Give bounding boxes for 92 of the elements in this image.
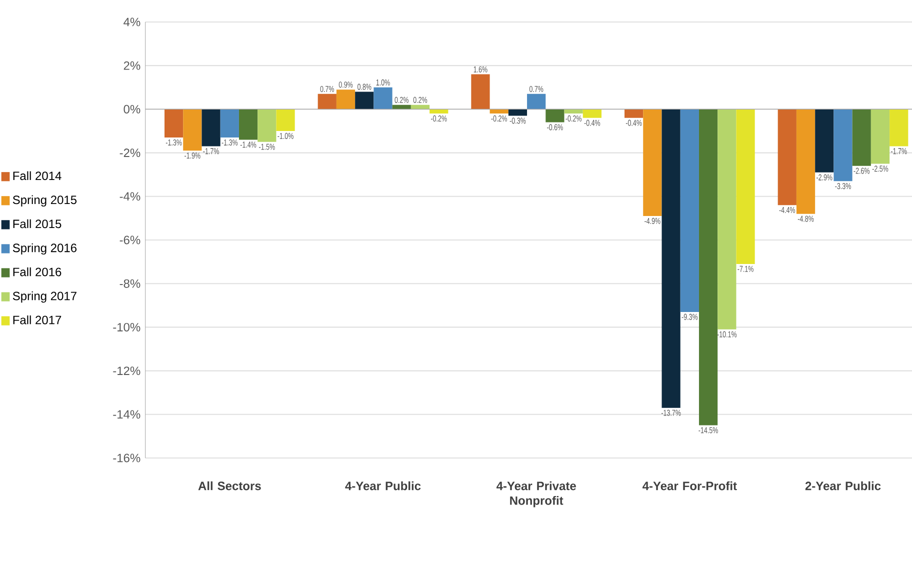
data-label: -1.3% (166, 139, 182, 146)
data-label: -0.2% (566, 115, 582, 122)
y-tick-label: -6% (120, 236, 140, 244)
data-label: -9.3% (682, 314, 698, 320)
data-label: -4.4% (779, 206, 796, 214)
data-label: -3.3% (835, 183, 851, 190)
y-tick-label: -8% (120, 279, 140, 288)
data-label: -2.9% (816, 174, 832, 180)
data-label: 1.0% (376, 79, 390, 86)
legend-label: Fall 2014 (13, 171, 62, 180)
bar (471, 74, 490, 110)
bar (527, 94, 546, 110)
data-label: -1.0% (278, 132, 294, 139)
bar (564, 109, 583, 114)
bar (220, 109, 239, 138)
bar (643, 109, 662, 216)
legend-label: Spring 2015 (12, 195, 77, 206)
data-label: -2.6% (854, 168, 870, 174)
x-tick-label: 4-Year For-Profit (642, 481, 737, 490)
bar (815, 109, 834, 172)
bar (680, 109, 699, 312)
bar (796, 109, 816, 214)
data-label: 0.7% (320, 86, 334, 92)
bar (624, 109, 644, 118)
bar (582, 109, 602, 118)
bar (890, 109, 908, 146)
legend-label: Spring 2017 (12, 291, 76, 303)
bar (546, 109, 564, 122)
bar (374, 87, 392, 110)
data-label: -1.3% (222, 139, 238, 146)
bar (355, 92, 374, 110)
y-tick-label: -4% (120, 192, 140, 201)
data-label: 0.2% (394, 96, 408, 103)
data-label: -0.4% (584, 120, 600, 126)
data-label: -0.3% (510, 118, 526, 124)
bar (718, 109, 736, 330)
x-tick-label: All Sectors (198, 481, 261, 490)
bar (778, 109, 796, 206)
y-tick-label: -10% (113, 322, 140, 332)
legend-label: Spring 2016 (12, 243, 77, 255)
bar (276, 109, 295, 131)
y-tick-label: 4% (124, 18, 140, 26)
y-tick-label: -16% (113, 454, 140, 462)
legend-label: Fall 2016 (13, 267, 62, 276)
bar (392, 104, 411, 110)
data-label: -1.5% (259, 144, 275, 150)
y-tick-label: -12% (113, 366, 140, 376)
bar (258, 109, 276, 142)
bar (508, 109, 528, 116)
bar (336, 90, 356, 110)
data-label: -4.9% (644, 218, 660, 224)
data-label: -1.7% (203, 148, 219, 154)
y-tick-label: 0% (124, 104, 140, 114)
bar (164, 109, 184, 138)
bar (870, 109, 890, 164)
data-label: 0.8% (358, 84, 372, 90)
data-label: -1.7% (890, 148, 907, 154)
data-label: 0.2% (413, 96, 428, 103)
bar (202, 109, 220, 146)
legend-label: Fall 2017 (13, 315, 62, 324)
x-tick-label: 4-Year Private Nonprofit (496, 481, 576, 508)
bar (736, 109, 755, 264)
data-label: -0.6% (547, 124, 563, 130)
data-label: -14.5% (698, 427, 718, 434)
bar (318, 94, 336, 110)
bar (430, 109, 448, 114)
data-label: -1.4% (240, 142, 256, 148)
bar (238, 109, 258, 140)
data-label: 0.7% (529, 86, 544, 92)
y-tick-label: 2% (124, 61, 140, 70)
data-label: -0.4% (626, 120, 642, 126)
data-label: -0.2% (430, 115, 447, 122)
data-label: -1.9% (184, 152, 200, 159)
bar (410, 104, 430, 110)
data-label: 1.6% (474, 66, 488, 72)
x-tick-label: 2-Year Public (805, 481, 881, 490)
x-tick-label: 4-Year Public (345, 481, 421, 490)
data-label: -7.1% (738, 266, 754, 272)
y-tick-label: -14% (113, 410, 140, 419)
bar (852, 109, 871, 166)
data-label: 0.9% (338, 82, 353, 88)
data-label: -0.2% (491, 115, 508, 122)
bar (183, 109, 202, 151)
y-tick-label: -2% (120, 148, 140, 158)
data-label: -2.5% (872, 166, 888, 172)
data-label: -13.7% (661, 410, 681, 416)
bar (490, 109, 508, 114)
bar (834, 109, 852, 182)
bar (698, 109, 718, 426)
bar (662, 109, 680, 408)
legend-label: Fall 2015 (13, 219, 62, 228)
data-label: -4.8% (798, 216, 814, 222)
